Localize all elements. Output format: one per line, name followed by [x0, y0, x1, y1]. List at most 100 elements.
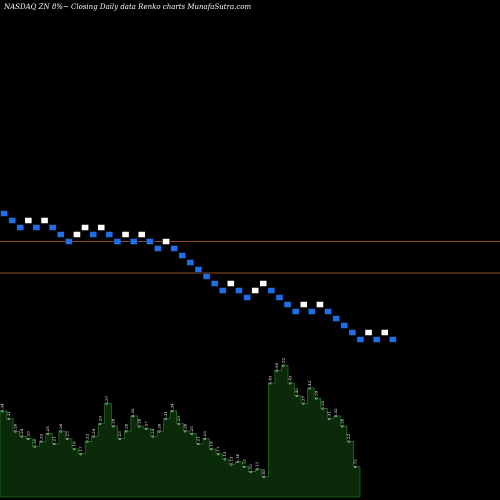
volume-label: 0.35: [320, 400, 325, 409]
volume-label: 0.28: [137, 418, 142, 427]
renko-brick: [267, 287, 276, 294]
volume-label: 0.34: [0, 403, 4, 412]
volume-label: 0.32: [333, 408, 338, 417]
renko-brick: [81, 224, 89, 231]
renko-brick: [275, 294, 284, 301]
renko-brick: [146, 238, 154, 245]
volume-label: 0.17: [78, 446, 83, 455]
renko-brick: [308, 308, 316, 315]
renko-brick: [316, 301, 324, 308]
volume-label: 0.31: [6, 411, 11, 420]
renko-brick: [154, 245, 162, 252]
volume-label: 0.26: [156, 423, 161, 432]
volume-label: 0.34: [170, 403, 175, 412]
renko-brick: [299, 301, 308, 308]
renko-brick: [243, 294, 251, 301]
volume-label: 0.17: [215, 446, 220, 455]
volume-label: 0.12: [353, 459, 358, 468]
volume-label: 0.23: [65, 431, 70, 440]
volume-label: 0.26: [124, 423, 129, 432]
renko-brick: [16, 224, 25, 231]
volume-label: 0.15: [222, 451, 227, 460]
volume-label: 0.19: [71, 441, 76, 450]
volume-label: 0.39: [314, 390, 319, 399]
volume-label: 0.12: [242, 459, 247, 468]
volume-label: 0.45: [268, 375, 273, 384]
volume-label: 0.26: [12, 423, 17, 432]
renko-brick: [291, 308, 300, 315]
renko-brick: [89, 231, 97, 238]
volume-label: 0.19: [209, 441, 214, 450]
volume-label: 0.40: [294, 388, 299, 397]
volume-label: 0.28: [340, 418, 345, 427]
renko-brick: [332, 315, 340, 322]
renko-brick: [113, 238, 122, 245]
volume-label: 0.31: [163, 411, 168, 420]
renko-brick: [65, 238, 73, 245]
renko-brick: [324, 308, 332, 315]
volume-label: 0.25: [45, 426, 50, 435]
renko-brick: [8, 217, 16, 224]
volume-label: 0.29: [176, 416, 181, 425]
volume-label: 0.26: [58, 423, 63, 432]
renko-brick: [32, 224, 41, 231]
volume-label: 0.08: [261, 469, 266, 478]
renko-brick: [97, 224, 106, 231]
volume-label: 0.22: [84, 433, 89, 442]
renko-brick: [259, 280, 268, 287]
renko-brick: [348, 329, 357, 336]
volume-label: 0.24: [150, 428, 155, 437]
volume-label: 0.27: [143, 421, 148, 430]
renko-brick: [380, 329, 389, 336]
renko-brick: [202, 273, 211, 280]
renko-brick: [283, 301, 292, 308]
volume-label: 0.21: [52, 436, 57, 445]
volume-label: 0.32: [130, 408, 135, 417]
renko-brick: [137, 231, 146, 238]
chart-title: NASDAQ ZN 8%~ Closing Daily data Renko c…: [3, 3, 251, 11]
volume-label: 0.37: [104, 395, 109, 404]
volume-label: 0.14: [235, 454, 240, 463]
renko-brick: [372, 336, 381, 343]
volume-label: 0.23: [26, 431, 31, 440]
volume-label: 0.23: [202, 431, 207, 440]
renko-brick: [178, 252, 187, 259]
renko-brick: [40, 217, 49, 224]
volume-label: 0.31: [327, 411, 332, 420]
volume-label: 0.24: [91, 428, 96, 437]
renko-brick: [129, 238, 138, 245]
renko-brick: [340, 322, 349, 329]
renko-bricks: [0, 210, 397, 343]
renko-brick: [24, 217, 33, 224]
renko-brick: [48, 224, 57, 231]
reference-lines: [0, 241, 500, 274]
volume-label: 0.26: [183, 423, 188, 432]
renko-brick: [356, 336, 365, 343]
renko-brick: [251, 287, 259, 294]
volume-label: 0.22: [39, 433, 44, 442]
volume-label: 0.29: [98, 416, 103, 425]
renko-brick: [56, 231, 65, 238]
volume-label: 0.21: [196, 436, 201, 445]
volume-label: 0.50: [274, 362, 279, 371]
renko-brick: [227, 280, 235, 287]
volume-label: 0.20: [32, 438, 37, 447]
volume-label: 0.25: [189, 426, 194, 435]
renko-brick: [105, 231, 114, 238]
renko-brick: [0, 210, 8, 217]
volume-panel: 0.340.310.260.24 0.230.200.220.250.210.26…: [0, 357, 361, 498]
renko-brick: [162, 238, 170, 245]
renko-brick: [364, 329, 373, 336]
renko-brick: [170, 245, 178, 252]
volume-label: 0.13: [228, 456, 233, 465]
renko-brick: [121, 231, 130, 238]
renko-brick: [210, 280, 219, 287]
renko-brick: [235, 287, 243, 294]
volume-label: 0.43: [307, 380, 312, 389]
renko-brick: [73, 231, 81, 238]
volume-area: [0, 365, 361, 498]
volume-label: 0.28: [111, 418, 116, 427]
renko-brick: [194, 266, 203, 273]
